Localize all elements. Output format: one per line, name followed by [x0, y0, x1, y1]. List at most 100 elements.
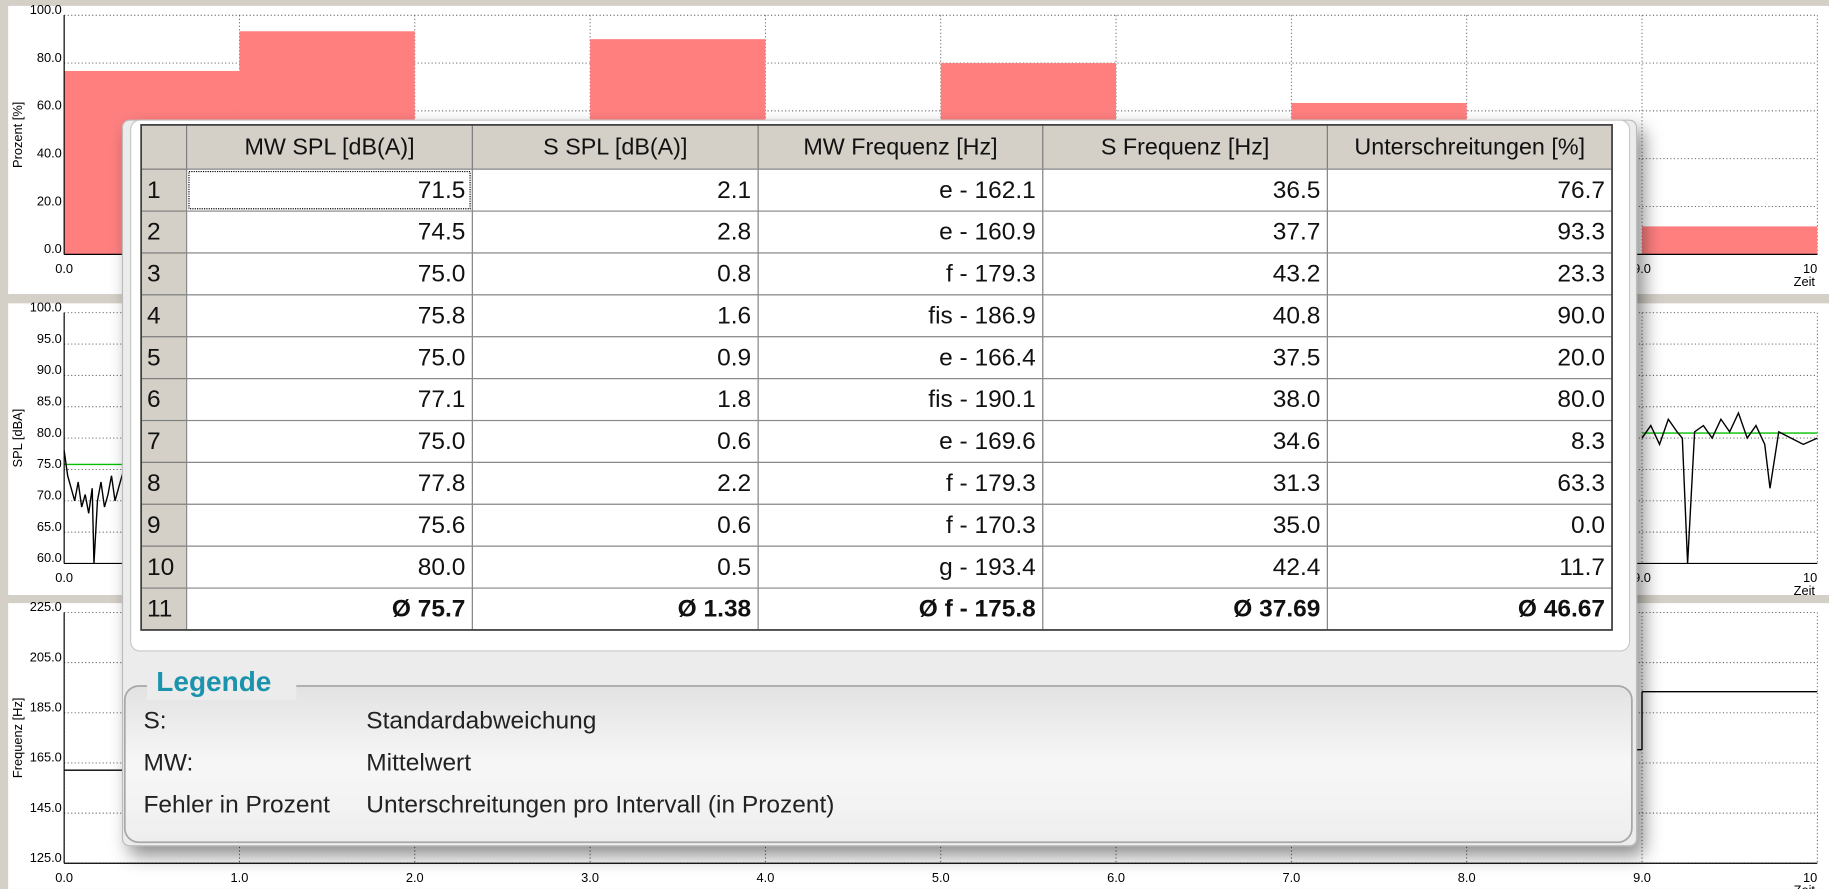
cell-text: 38.0: [1273, 386, 1321, 413]
cell-text: 42.4: [1273, 554, 1321, 581]
cell-text: 35.0: [1273, 512, 1321, 539]
y-tick-label: 60.0: [37, 550, 62, 565]
x-tick-label: 7.0: [1282, 870, 1300, 885]
cell: [471, 503, 759, 547]
cell-text: 37.5: [1273, 344, 1321, 371]
cell: [1326, 210, 1613, 254]
x-tick-label: 9.0: [1633, 261, 1651, 276]
cell: [1326, 503, 1613, 547]
cell-text: e - 166.4: [939, 344, 1036, 371]
y-tick-label: 225.0: [30, 599, 62, 614]
cell-focus: [188, 170, 471, 210]
cell-text: 0.6: [717, 512, 751, 539]
row-label: 10: [147, 554, 174, 581]
x-tick-label: 9.0: [1633, 870, 1651, 885]
cell: [1326, 545, 1613, 589]
cell: [186, 503, 473, 547]
cell: [757, 336, 1044, 380]
cell-text: Ø 1.38: [678, 596, 752, 623]
cell: [186, 461, 473, 505]
cell-text: e - 162.1: [939, 177, 1036, 204]
cell-text: Ø f - 175.8: [919, 596, 1036, 623]
cell-text: 75.8: [418, 302, 466, 329]
cell-text: 8.3: [1571, 428, 1605, 455]
cell-text: 34.6: [1273, 428, 1321, 455]
cell: [186, 252, 473, 296]
cell: [471, 378, 759, 422]
cell: [471, 168, 759, 212]
row-header: [140, 294, 188, 338]
y-tick-label: 100.0: [30, 299, 62, 314]
y-tick-label: 85.0: [37, 393, 62, 408]
cell: [1042, 419, 1329, 464]
cell: [471, 545, 759, 589]
y-tick-label: 20.0: [37, 193, 62, 208]
cell: [757, 378, 1044, 422]
cell-text: 31.3: [1273, 470, 1321, 497]
cell: [186, 168, 473, 212]
x-axis-label: Zeit: [1794, 583, 1816, 598]
cell-text: fis - 186.9: [928, 302, 1036, 329]
x-axis-label: Zeit: [1794, 274, 1816, 289]
cell: [757, 461, 1044, 505]
row-label: 2: [147, 219, 161, 246]
cell: [1326, 587, 1613, 631]
dialog: MW SPL [dB(A)] S SPL [dB(A)] MW Frequenz […: [121, 119, 1638, 847]
header-corner: [140, 124, 188, 170]
x-tick-label: 3.0: [581, 870, 599, 885]
cell: [1042, 252, 1329, 296]
cell: [1326, 419, 1613, 464]
cell-text: Ø 37.69: [1233, 596, 1320, 623]
row-label: 5: [147, 344, 161, 371]
cell: [186, 419, 473, 464]
y-tick-label: 70.0: [37, 488, 62, 503]
row-header: [140, 587, 188, 631]
cell-text: Ø 46.67: [1518, 596, 1605, 623]
x-tick-label: 0.0: [55, 261, 73, 276]
cell: [471, 252, 759, 296]
cell: [471, 336, 759, 380]
y-tick-label: 125.0: [30, 850, 62, 865]
cell-text: 0.5: [717, 554, 751, 581]
cell-text: 77.8: [418, 470, 466, 497]
header-text: Unterschreitungen [%]: [1354, 133, 1585, 159]
y-tick-label: 90.0: [37, 362, 62, 377]
cell: [757, 545, 1044, 589]
cell-text: 40.8: [1273, 302, 1321, 329]
y-tick-label: 165.0: [30, 750, 62, 765]
cell-text: 90.0: [1557, 302, 1605, 329]
legend-key: Fehler in Prozent: [143, 792, 330, 819]
header-cell: [1042, 124, 1329, 170]
cell: [1326, 378, 1613, 422]
cell-text: Ø 75.7: [392, 596, 466, 623]
cell: [471, 587, 759, 631]
cell-text: 0.6: [717, 428, 751, 455]
cell: [1326, 461, 1613, 505]
legend-key: MW:: [143, 750, 193, 777]
cell-text: 80.0: [418, 554, 466, 581]
x-tick-label: 0.0: [55, 570, 73, 585]
cell-text: 0.0: [1571, 512, 1605, 539]
cell-text: 1.6: [717, 302, 751, 329]
y-tick-label: 65.0: [37, 519, 62, 534]
cell-text: 36.5: [1273, 177, 1321, 204]
y-tick-label: 100.0: [30, 2, 62, 17]
cell-text: 23.3: [1557, 261, 1605, 288]
x-tick-label: 0.0: [55, 870, 73, 885]
x-tick-label: 9.0: [1633, 570, 1651, 585]
y-tick-label: 95.0: [37, 331, 62, 346]
x-tick-label: 6.0: [1107, 870, 1125, 885]
cell-text: 11.7: [1559, 554, 1605, 581]
cell-text: e - 160.9: [939, 219, 1036, 246]
cell: [757, 419, 1044, 464]
legend-title-bg: [146, 667, 297, 700]
cell-text: 74.5: [418, 219, 466, 246]
cell-text: 93.3: [1557, 219, 1605, 246]
x-tick-label: 2.0: [406, 870, 424, 885]
legend-text: Unterschreitungen pro Intervall (in Proz…: [366, 792, 834, 819]
cell: [186, 545, 473, 589]
cell: [471, 210, 759, 254]
row-label: 3: [147, 261, 161, 288]
y-axis-label: SPL [dBA]: [10, 409, 25, 468]
cell: [757, 587, 1044, 631]
